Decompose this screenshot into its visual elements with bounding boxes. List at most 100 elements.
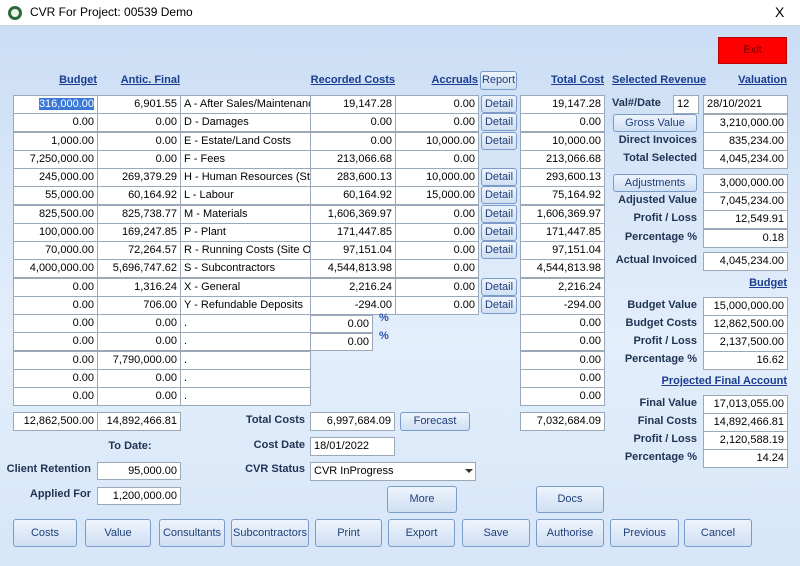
budget-cell[interactable]: 70,000.00: [13, 241, 98, 260]
antic-final-cell[interactable]: 60,164.92: [97, 186, 181, 205]
budget-cell[interactable]: 0.00: [13, 351, 98, 370]
detail-button[interactable]: Detail: [481, 241, 517, 259]
budget-cell[interactable]: 0.00: [13, 332, 98, 351]
budget-cell[interactable]: 316,000.00: [13, 95, 98, 114]
revenue-label: Actual Invoiced: [615, 254, 697, 266]
detail-button[interactable]: Detail: [481, 296, 517, 314]
bottom-button[interactable]: Print: [315, 519, 382, 547]
budget-cell[interactable]: 245,000.00: [13, 168, 98, 187]
budget-cell[interactable]: 1,000.00: [13, 132, 98, 151]
antic-final-cell[interactable]: 0.00: [97, 113, 181, 132]
header: Accruals: [431, 74, 478, 86]
cost-date-input[interactable]: 18/01/2022: [310, 437, 395, 456]
total-cost-cell: 0.00: [520, 113, 605, 132]
budget-cell[interactable]: 0.00: [13, 314, 98, 333]
revenue-value: 4,045,234.00: [703, 252, 788, 271]
accrual-cell[interactable]: 10,000.00: [395, 132, 479, 151]
detail-button[interactable]: Detail: [481, 205, 517, 223]
antic-final-cell[interactable]: 1,316.24: [97, 278, 181, 297]
revenue-label: Budget Value: [627, 299, 697, 311]
bottom-button[interactable]: Costs: [13, 519, 77, 547]
val-date-input[interactable]: 28/10/2021: [703, 95, 788, 114]
bottom-button[interactable]: Consultants: [159, 519, 225, 547]
client-retention-input[interactable]: 95,000.00: [97, 462, 181, 480]
antic-final-cell[interactable]: 169,247.85: [97, 223, 181, 242]
header: Selected Revenue: [612, 74, 707, 86]
accrual-cell[interactable]: 10,000.00: [395, 168, 479, 187]
antic-final-cell[interactable]: 0.00: [97, 132, 181, 151]
applied-for-input[interactable]: 1,200,000.00: [97, 487, 181, 505]
antic-final-cell[interactable]: 0.00: [97, 387, 181, 406]
antic-final-cell[interactable]: 72,264.57: [97, 241, 181, 260]
more-button[interactable]: More: [387, 486, 457, 513]
bottom-button[interactable]: Authorise: [536, 519, 604, 547]
cvr-status-dropdown[interactable]: CVR InProgress: [310, 462, 476, 481]
bottom-button[interactable]: Previous: [610, 519, 679, 547]
antic-final-total: 14,892,466.81: [97, 412, 181, 431]
revenue-button[interactable]: Adjustments: [613, 174, 697, 192]
accrual-cell[interactable]: 0.00: [395, 241, 479, 260]
close-button[interactable]: X: [775, 4, 785, 20]
antic-final-cell[interactable]: 5,696,747.62: [97, 259, 181, 278]
bottom-button[interactable]: Cancel: [684, 519, 752, 547]
detail-button[interactable]: Detail: [481, 223, 517, 241]
revenue-value: 3,000,000.00: [703, 174, 788, 193]
category-cell: Y - Refundable Deposits: [180, 296, 311, 315]
revenue-label: Final Costs: [637, 415, 697, 427]
accrual-cell[interactable]: 0.00: [395, 205, 479, 224]
percent-input[interactable]: 0.00: [310, 333, 373, 351]
budget-cell[interactable]: 100,000.00: [13, 223, 98, 242]
accrual-cell[interactable]: 0.00: [395, 150, 479, 169]
budget-cell[interactable]: 55,000.00: [13, 186, 98, 205]
revenue-button[interactable]: Gross Value: [613, 114, 697, 132]
budget-cell[interactable]: 7,250,000.00: [13, 150, 98, 169]
antic-final-cell[interactable]: 0.00: [97, 314, 181, 333]
budget-cell[interactable]: 4,000,000.00: [13, 259, 98, 278]
total-cost-cell: 10,000.00: [520, 132, 605, 151]
antic-final-cell[interactable]: 0.00: [97, 150, 181, 169]
val-number-input[interactable]: 12: [673, 95, 699, 114]
accrual-cell[interactable]: 0.00: [395, 296, 479, 315]
exit-button[interactable]: Exit: [718, 37, 787, 64]
antic-final-cell[interactable]: 825,738.77: [97, 205, 181, 224]
forecast-button[interactable]: Forecast: [400, 412, 470, 431]
budget-cell[interactable]: 0.00: [13, 113, 98, 132]
budget-cell[interactable]: 0.00: [13, 296, 98, 315]
report-button[interactable]: Report: [480, 71, 517, 90]
budget-cell[interactable]: 0.00: [13, 369, 98, 388]
detail-button[interactable]: Detail: [481, 168, 517, 186]
bottom-button[interactable]: Save: [462, 519, 530, 547]
category-cell: .: [180, 332, 311, 351]
antic-final-cell[interactable]: 0.00: [97, 332, 181, 351]
antic-final-cell[interactable]: 706.00: [97, 296, 181, 315]
budget-cell[interactable]: 825,500.00: [13, 205, 98, 224]
docs-button[interactable]: Docs: [536, 486, 604, 513]
budget-cell[interactable]: 0.00: [13, 387, 98, 406]
accrual-cell[interactable]: 0.00: [395, 278, 479, 297]
accrual-cell[interactable]: 0.00: [395, 259, 479, 278]
accrual-cell[interactable]: 15,000.00: [395, 186, 479, 205]
accrual-cell[interactable]: 0.00: [395, 95, 479, 114]
title-bar: CVR For Project: 00539 Demo X: [0, 0, 800, 26]
budget-cell[interactable]: 0.00: [13, 278, 98, 297]
detail-button[interactable]: Detail: [481, 113, 517, 131]
bottom-button[interactable]: Value: [85, 519, 151, 547]
detail-button[interactable]: Detail: [481, 186, 517, 204]
detail-button[interactable]: Detail: [481, 132, 517, 150]
category-cell: E - Estate/Land Costs: [180, 132, 311, 151]
accrual-cell[interactable]: 0.00: [395, 223, 479, 242]
antic-final-cell[interactable]: 6,901.55: [97, 95, 181, 114]
antic-final-cell[interactable]: 269,379.29: [97, 168, 181, 187]
percent-input[interactable]: 0.00: [310, 315, 373, 333]
detail-button[interactable]: Detail: [481, 95, 517, 113]
category-cell: S - Subcontractors: [180, 259, 311, 278]
detail-button[interactable]: Detail: [481, 278, 517, 296]
antic-final-cell[interactable]: 7,790,000.00: [97, 351, 181, 370]
bottom-button[interactable]: Export: [388, 519, 455, 547]
header: Total Cost: [551, 74, 604, 86]
recorded-cost-cell: 283,600.13: [310, 168, 396, 187]
recorded-cost-cell: 2,216.24: [310, 278, 396, 297]
bottom-button[interactable]: Subcontractors: [231, 519, 309, 547]
accrual-cell[interactable]: 0.00: [395, 113, 479, 132]
antic-final-cell[interactable]: 0.00: [97, 369, 181, 388]
